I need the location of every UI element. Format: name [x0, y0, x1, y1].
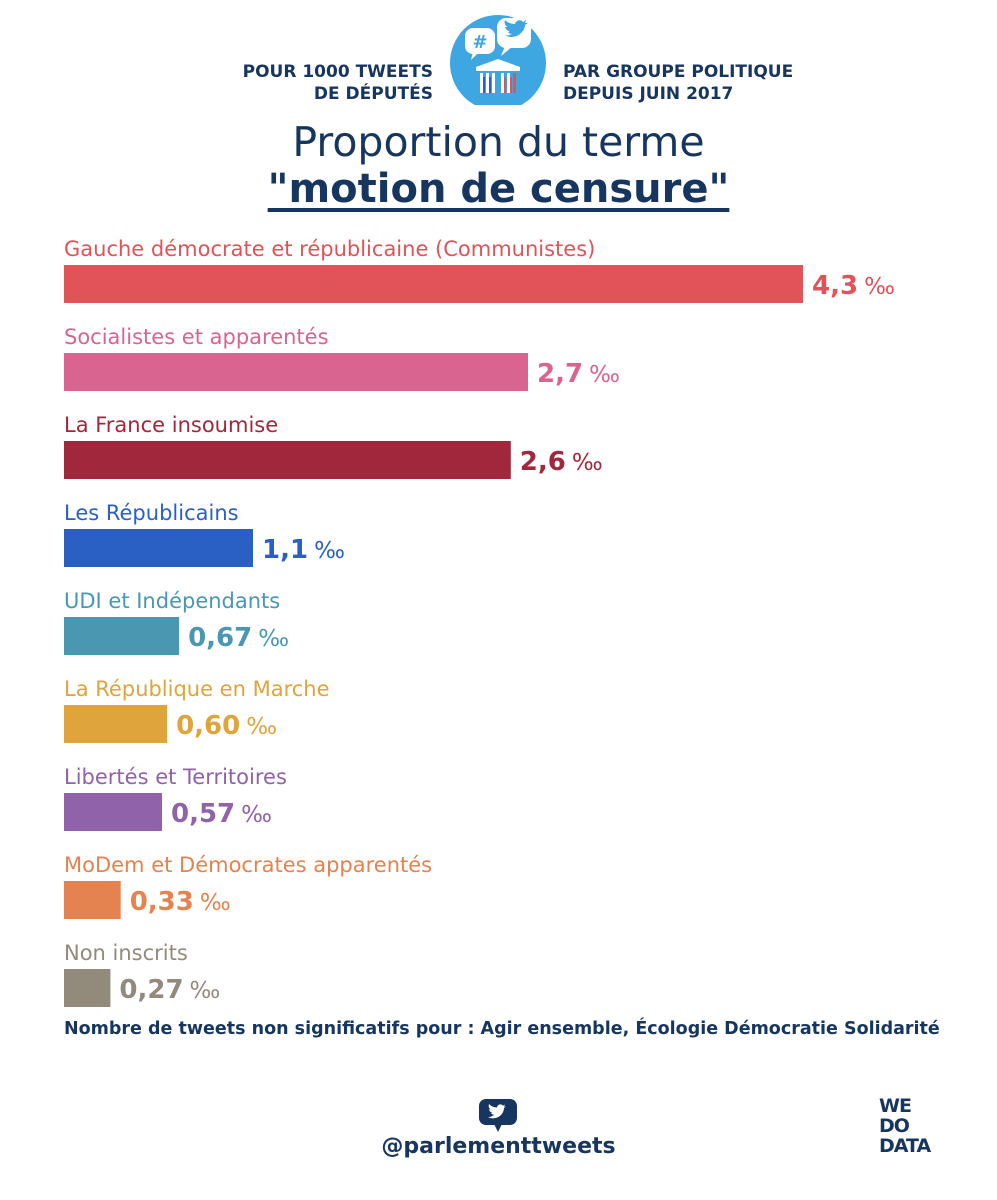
bar	[64, 881, 121, 919]
category-label: Libertés et Territoires	[64, 765, 287, 789]
brand-line: DO	[879, 1115, 910, 1137]
bar	[64, 529, 253, 567]
value-label: 0,33 ‰	[130, 887, 231, 917]
bar	[64, 265, 803, 303]
chart-title: Proportion du terme	[292, 118, 705, 166]
value-label: 0,27 ‰	[119, 975, 220, 1005]
category-label: Les Républicains	[64, 501, 239, 525]
value-label: 4,3 ‰	[812, 271, 895, 301]
header-left-line: DE DÉPUTÉS	[313, 84, 433, 104]
bar	[64, 969, 111, 1007]
value-label: 2,7 ‰	[537, 359, 620, 389]
chart-subtitle: "motion de censure"	[267, 166, 730, 212]
twitter-bubble-icon	[479, 1099, 517, 1132]
bar	[64, 441, 511, 479]
category-label: MoDem et Démocrates apparentés	[64, 853, 432, 877]
value-label: 0,60 ‰	[176, 711, 277, 741]
svg-text:#: #	[472, 32, 487, 53]
header-right-line: DEPUIS JUIN 2017	[563, 84, 734, 104]
assemblee-twitter-logo-icon: #	[450, 15, 546, 105]
category-label: Non inscrits	[64, 941, 188, 965]
bar	[64, 705, 168, 743]
twitter-handle: @parlementtweets	[381, 1134, 616, 1159]
header-right-text: PAR GROUPE POLITIQUE DEPUIS JUIN 2017	[563, 61, 793, 105]
chart-subtitle-wrap: "motion de censure"	[0, 166, 997, 212]
value-label: 0,67 ‰	[188, 623, 289, 653]
footnote: Nombre de tweets non significatifs pour …	[64, 1019, 940, 1039]
bar	[64, 353, 528, 391]
category-label: Socialistes et apparentés	[64, 325, 329, 349]
bar	[64, 617, 180, 655]
header-left-text: POUR 1000 TWEETS DE DÉPUTÉS	[243, 61, 433, 105]
category-label: La France insoumise	[64, 413, 278, 437]
category-label: Gauche démocrate et républicaine (Commun…	[64, 237, 595, 261]
category-label: La République en Marche	[64, 677, 330, 701]
category-label: UDI et Indépendants	[64, 589, 280, 613]
value-label: 2,6 ‰	[520, 447, 603, 477]
header-right-line: PAR GROUPE POLITIQUE	[563, 62, 794, 82]
header-left-line: POUR 1000 TWEETS	[242, 62, 433, 82]
value-label: 1,1 ‰	[262, 535, 345, 565]
brand-line: WE	[879, 1095, 912, 1117]
value-label: 0,57 ‰	[171, 799, 272, 829]
bar	[64, 793, 162, 831]
brand-line: DATA	[879, 1135, 931, 1157]
wedodata-logo: WE DO DATA	[879, 1095, 931, 1157]
